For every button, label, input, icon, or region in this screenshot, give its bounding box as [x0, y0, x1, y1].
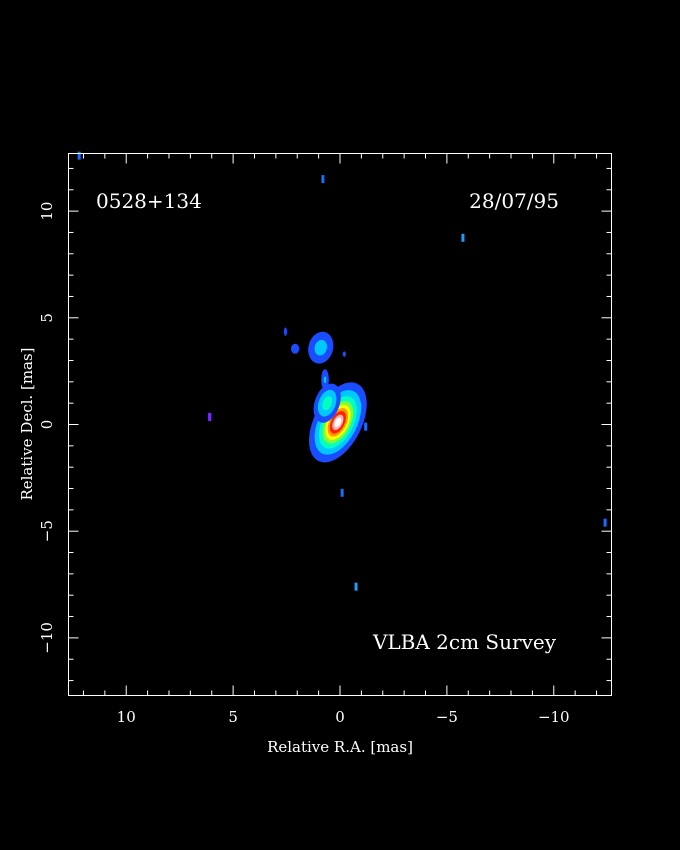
axis-ticks	[68, 153, 612, 696]
component-knot-c	[283, 327, 288, 336]
component-jet-bridge	[321, 369, 329, 391]
noise-spot	[321, 175, 325, 184]
x-axis-label: Relative R.A. [mas]	[267, 738, 413, 756]
noise-spot	[208, 413, 212, 422]
component-knot-b	[290, 343, 300, 354]
component-inner-jet	[313, 383, 341, 423]
x-tick-label: 10	[117, 708, 136, 726]
contour-level-1	[283, 327, 288, 336]
y-axis-label: Relative Decl. [mas]	[18, 347, 36, 500]
observation-date-label: 28/07/95	[469, 189, 559, 213]
component-knot-d	[342, 351, 346, 357]
y-tick-label: 0	[38, 420, 56, 430]
noise-spot	[354, 582, 358, 591]
contour-level-3	[322, 396, 333, 411]
y-tick-label: −5	[38, 520, 56, 542]
survey-label: VLBA 2cm Survey	[372, 630, 557, 654]
component-knot-a	[308, 331, 334, 364]
contour-level-2	[314, 339, 328, 356]
contour-level-2	[323, 376, 327, 384]
contour-level-1	[290, 343, 300, 354]
y-tick-label: −10	[38, 622, 56, 654]
tick-labels: 10 5 0 −5 −10 10 5 0 −5 −10	[38, 202, 570, 726]
y-tick-label: 5	[38, 313, 56, 323]
intensity-map	[77, 151, 607, 591]
y-tick-label: 10	[38, 202, 56, 221]
noise-spot	[340, 488, 344, 497]
x-tick-label: 0	[335, 708, 345, 726]
noise-spot	[77, 151, 81, 160]
noise-spot	[603, 518, 607, 527]
noise-spot	[364, 422, 368, 431]
contour-level-9	[334, 417, 342, 428]
x-tick-label: 5	[228, 708, 238, 726]
x-tick-label: −5	[436, 708, 458, 726]
contour-level-1	[342, 351, 346, 357]
source-name-label: 0528+134	[96, 189, 202, 213]
x-tick-label: −10	[538, 708, 570, 726]
noise-spot	[461, 233, 465, 242]
